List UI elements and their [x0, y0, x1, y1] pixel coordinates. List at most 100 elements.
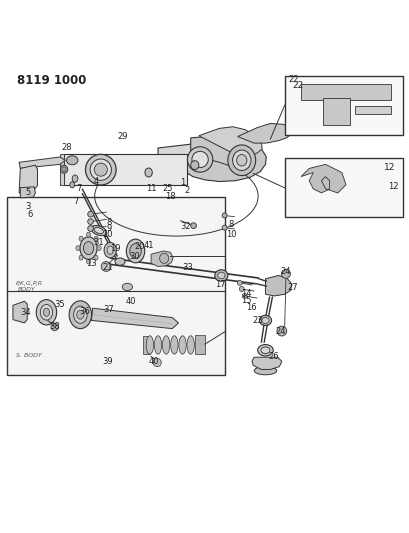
Ellipse shape	[74, 306, 87, 324]
Text: 22: 22	[288, 75, 299, 84]
Ellipse shape	[79, 236, 83, 241]
Bar	[7, 197, 225, 375]
Polygon shape	[252, 357, 281, 369]
Text: 38: 38	[49, 322, 60, 332]
Circle shape	[237, 280, 242, 285]
Ellipse shape	[86, 232, 90, 237]
Text: 1: 1	[180, 178, 185, 187]
Ellipse shape	[126, 239, 144, 263]
Ellipse shape	[43, 308, 49, 317]
Ellipse shape	[62, 167, 66, 172]
Text: 32: 32	[180, 222, 190, 231]
Polygon shape	[300, 164, 345, 193]
Text: 40: 40	[125, 297, 135, 306]
Text: 12: 12	[383, 163, 394, 172]
Circle shape	[88, 219, 93, 224]
Text: 36: 36	[79, 307, 90, 316]
Ellipse shape	[170, 336, 178, 354]
Text: 11: 11	[146, 183, 156, 192]
Bar	[284, 76, 402, 135]
Ellipse shape	[66, 156, 78, 165]
Circle shape	[190, 223, 196, 229]
Text: 19: 19	[110, 244, 120, 253]
Text: 35: 35	[54, 300, 65, 309]
Text: 2: 2	[184, 187, 189, 196]
Text: 10: 10	[102, 230, 113, 239]
Ellipse shape	[187, 336, 194, 354]
Ellipse shape	[261, 347, 269, 353]
Ellipse shape	[214, 270, 227, 281]
Ellipse shape	[261, 317, 268, 324]
Polygon shape	[198, 127, 262, 158]
Text: 5: 5	[26, 189, 31, 197]
Text: 30: 30	[129, 252, 140, 261]
Ellipse shape	[60, 165, 67, 173]
Ellipse shape	[40, 304, 52, 320]
Ellipse shape	[162, 336, 169, 354]
Ellipse shape	[122, 283, 132, 290]
Ellipse shape	[90, 159, 111, 180]
Text: 7: 7	[74, 197, 79, 206]
Ellipse shape	[254, 367, 276, 375]
Ellipse shape	[94, 255, 98, 260]
Text: 39: 39	[102, 357, 113, 366]
Polygon shape	[354, 106, 390, 115]
Polygon shape	[265, 276, 291, 296]
Ellipse shape	[257, 344, 272, 356]
Polygon shape	[91, 308, 178, 329]
Circle shape	[281, 269, 290, 278]
Polygon shape	[19, 165, 37, 193]
Text: 41: 41	[143, 241, 153, 250]
Circle shape	[242, 294, 247, 298]
Text: 8: 8	[228, 220, 234, 229]
Text: 12: 12	[388, 182, 398, 191]
Ellipse shape	[190, 160, 198, 169]
Text: 29: 29	[117, 132, 127, 141]
Text: 34: 34	[20, 308, 30, 317]
Text: 26: 26	[267, 352, 278, 361]
Ellipse shape	[107, 246, 113, 254]
Ellipse shape	[79, 255, 83, 260]
Ellipse shape	[259, 316, 271, 326]
Ellipse shape	[91, 225, 106, 236]
Text: 25: 25	[162, 183, 172, 192]
Ellipse shape	[85, 155, 116, 185]
Circle shape	[276, 326, 286, 336]
Circle shape	[101, 262, 111, 271]
Text: P,K,G,P,R: P,K,G,P,R	[16, 281, 43, 286]
Polygon shape	[184, 136, 265, 182]
Polygon shape	[64, 154, 186, 185]
Ellipse shape	[154, 336, 161, 354]
Ellipse shape	[232, 150, 250, 171]
Polygon shape	[323, 98, 350, 125]
Text: 27: 27	[287, 283, 297, 292]
Text: 31: 31	[93, 238, 104, 247]
Polygon shape	[237, 124, 291, 143]
Circle shape	[222, 225, 227, 230]
Polygon shape	[143, 336, 149, 354]
Text: 20: 20	[134, 243, 144, 252]
Ellipse shape	[94, 163, 107, 176]
Text: 17: 17	[215, 280, 225, 289]
Ellipse shape	[80, 237, 97, 260]
Text: 23: 23	[252, 316, 262, 325]
Text: 14: 14	[240, 288, 250, 297]
Circle shape	[88, 225, 93, 231]
Text: 33: 33	[182, 263, 193, 272]
Text: 4: 4	[94, 177, 99, 186]
Text: 3: 3	[26, 201, 31, 211]
Ellipse shape	[187, 147, 212, 172]
Polygon shape	[157, 144, 228, 174]
Text: 9: 9	[106, 224, 111, 233]
Ellipse shape	[76, 246, 80, 251]
Ellipse shape	[236, 155, 246, 166]
Polygon shape	[300, 84, 390, 100]
Text: 21: 21	[102, 263, 113, 272]
Text: BODY: BODY	[18, 287, 36, 292]
Ellipse shape	[94, 236, 98, 241]
Ellipse shape	[227, 145, 255, 175]
Text: 8119 1000: 8119 1000	[17, 74, 86, 87]
Ellipse shape	[72, 175, 78, 182]
Ellipse shape	[104, 243, 116, 258]
Polygon shape	[20, 187, 35, 198]
